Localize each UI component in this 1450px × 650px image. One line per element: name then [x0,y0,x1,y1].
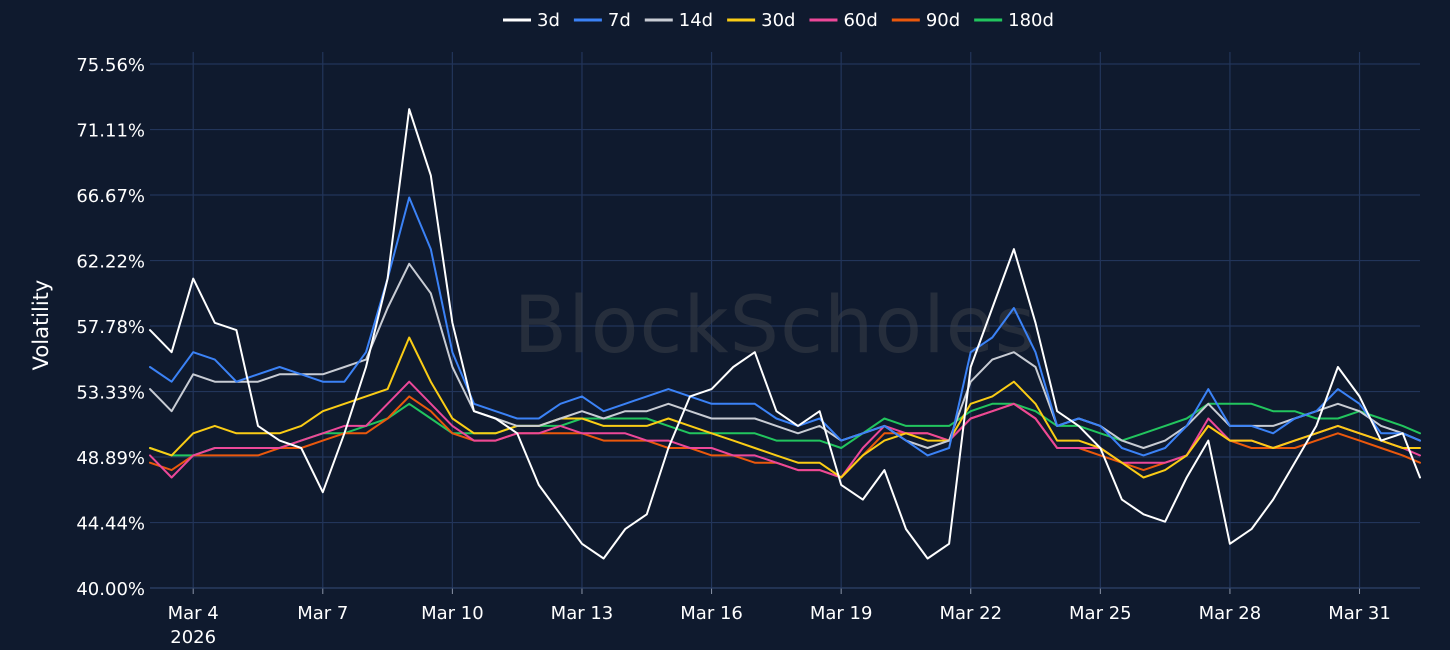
x-tick-label: Mar 10 [421,603,484,624]
legend-label-60d: 60d [843,10,877,31]
series-line-180d [149,402,1421,457]
series-layer [149,108,1421,560]
y-tick-label: 48.89% [76,448,145,469]
x-tick-label: Mar 25 [1069,603,1132,624]
x-tick-label: Mar 13 [551,603,614,624]
x-tick-label: Mar 4 [168,603,219,624]
x-tick-sublabel: 2026 [170,627,216,648]
series-line-30d [149,336,1421,479]
x-tick-label: Mar 31 [1328,603,1391,624]
y-tick-label: 57.78% [76,317,145,338]
x-axis-ticks: Mar 4 2026 Mar 7 Mar 10 Mar 13 Mar 16 Mar 19 Ma… [168,603,1391,648]
legend-label-180d: 180d [1008,10,1054,31]
x-tick-label: Mar 19 [810,603,873,624]
y-tick-label: 62.22% [76,252,145,273]
y-axis-title: Volatility [29,280,53,371]
legend-label-14d: 14d [679,10,713,31]
y-tick-label: 53.33% [76,383,145,404]
x-tick-label: Mar 22 [939,603,1002,624]
y-tick-label: 71.11% [76,121,145,142]
y-tick-label: 75.56% [76,55,145,76]
legend-label-7d: 7d [608,10,631,31]
legend: 3d 7d 14d 30d 60d 90d 180d [503,10,1054,31]
watermark-text: BlockScholes [514,281,1037,371]
series-line-60d [149,380,1421,479]
x-tick-label: Mar 7 [297,603,348,624]
series-line-14d [149,262,1421,449]
legend-label-3d: 3d [537,10,560,31]
y-tick-label: 66.67% [76,186,145,207]
x-tick-label: Mar 28 [1199,603,1262,624]
series-line-7d [149,196,1421,457]
series-line-3d [149,108,1421,560]
y-tick-label: 40.00% [76,579,145,600]
legend-label-90d: 90d [926,10,960,31]
x-tick-label: Mar 16 [680,603,743,624]
y-tick-label: 44.44% [76,514,145,535]
y-axis-ticks: 40.00% 44.44% 48.89% 53.33% 57.78% 62.22% 66.6… [76,55,145,600]
legend-label-30d: 30d [761,10,795,31]
